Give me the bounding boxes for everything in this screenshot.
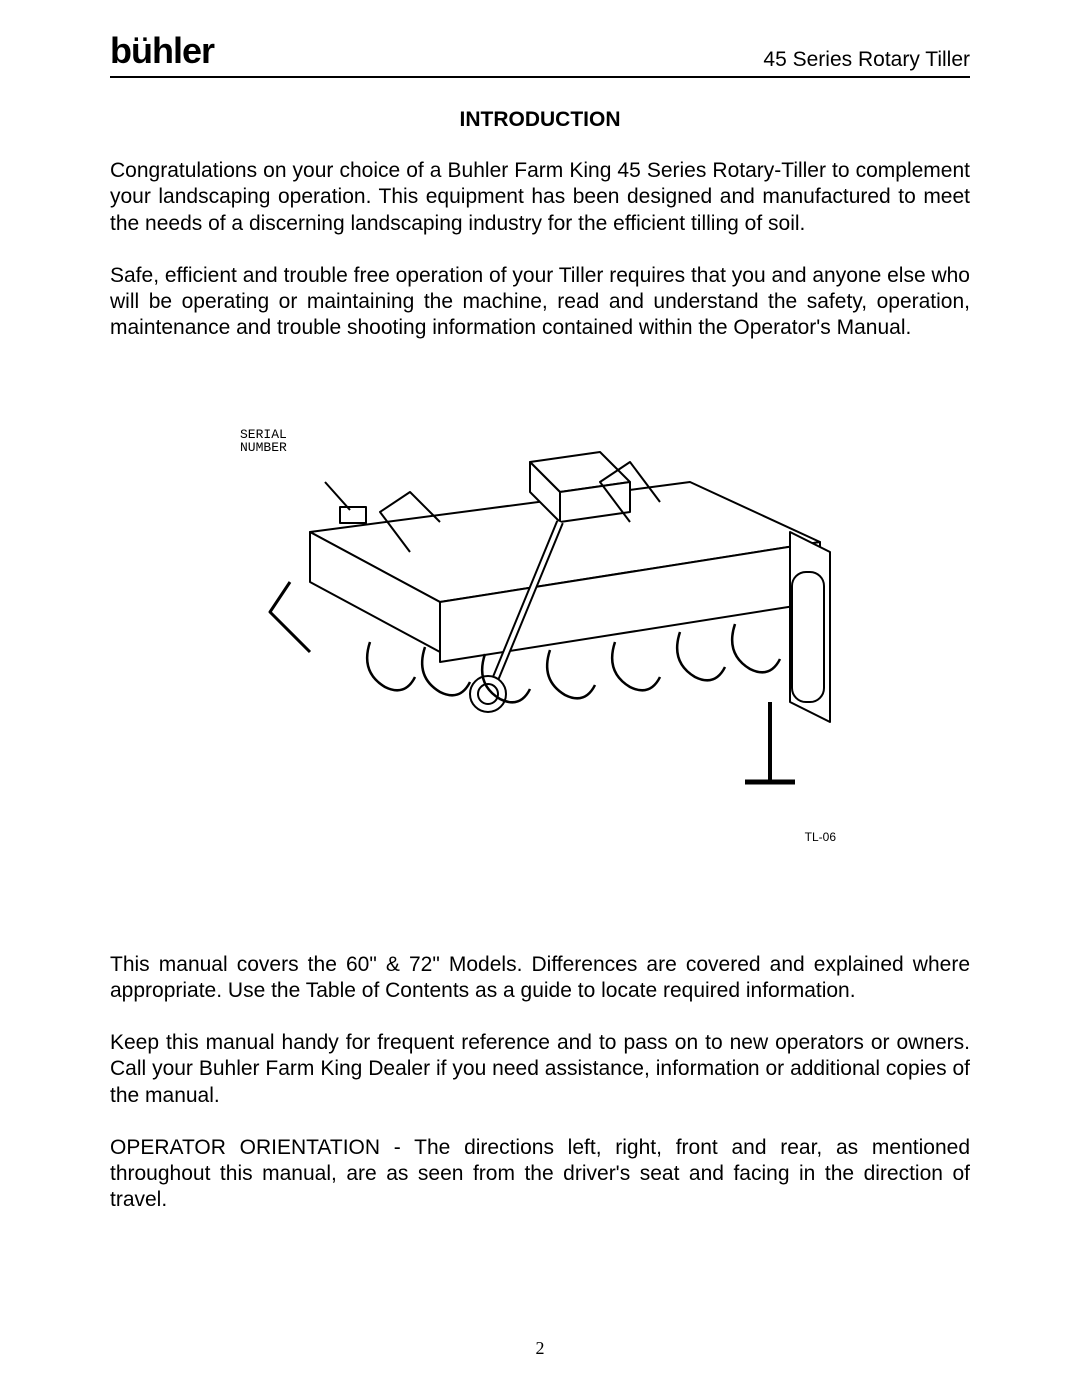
logo-letters-rest: hler [152,30,214,71]
page-number: 2 [0,1338,1080,1359]
intro-paragraph-3: This manual covers the 60" & 72" Models.… [110,952,970,1005]
intro-paragraph-5: OPERATOR ORIENTATION - The directions le… [110,1135,970,1214]
tiller-figure: SERIAL NUMBER TL-06 [230,392,850,862]
figure-id-label: TL-06 [805,830,836,844]
serial-label-line2: NUMBER [240,440,287,455]
serial-number-callout: SERIAL NUMBER [240,428,287,455]
logo-letter-b: b [110,30,131,71]
intro-paragraph-2: Safe, efficient and trouble free operati… [110,263,970,342]
intro-paragraph-4: Keep this manual handy for frequent refe… [110,1030,970,1109]
tiller-illustration: SERIAL NUMBER TL-06 [230,392,850,862]
tiller-line-drawing-icon [230,392,850,862]
logo-letter-u-umlaut: u [131,30,152,71]
intro-paragraph-1: Congratulations on your choice of a Buhl… [110,158,970,237]
page-header: buhler 45 Series Rotary Tiller [110,30,970,78]
product-line-label: 45 Series Rotary Tiller [763,48,970,72]
brand-logo: buhler [110,30,214,72]
section-title: INTRODUCTION [110,108,970,132]
manual-page: buhler 45 Series Rotary Tiller INTRODUCT… [0,0,1080,1397]
